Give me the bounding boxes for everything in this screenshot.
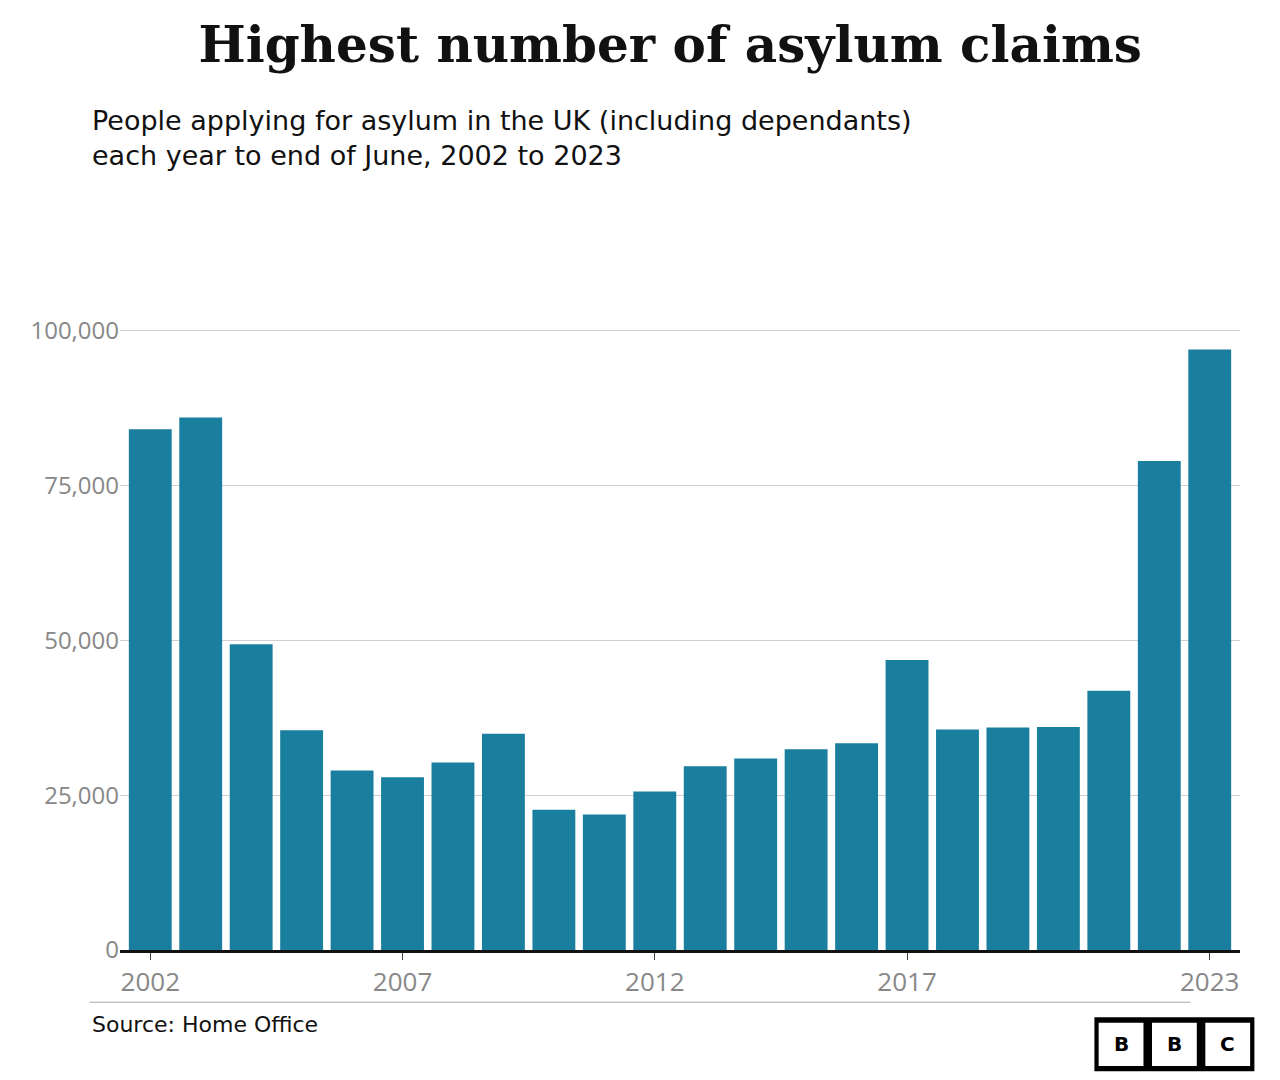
svg-text:Source: Home Office: Source: Home Office	[92, 1012, 318, 1037]
svg-text:2012: 2012	[625, 963, 684, 999]
svg-text:B: B	[1114, 1032, 1129, 1056]
svg-text:0: 0	[105, 932, 119, 965]
svg-text:C: C	[1220, 1032, 1235, 1056]
svg-text:25,000: 25,000	[44, 778, 119, 811]
svg-text:Highest number of asylum claim: Highest number of asylum claims	[198, 15, 1142, 74]
svg-text:2023: 2023	[1180, 963, 1239, 999]
svg-text:2002: 2002	[121, 963, 180, 999]
svg-text:People applying for asylum in: People applying for asylum in the UK (in…	[92, 105, 912, 171]
svg-text:100,000: 100,000	[30, 313, 119, 346]
svg-text:B: B	[1167, 1032, 1182, 1056]
svg-text:2007: 2007	[373, 963, 432, 999]
svg-text:2017: 2017	[877, 963, 936, 999]
svg-text:75,000: 75,000	[44, 468, 119, 501]
svg-text:50,000: 50,000	[44, 623, 119, 656]
